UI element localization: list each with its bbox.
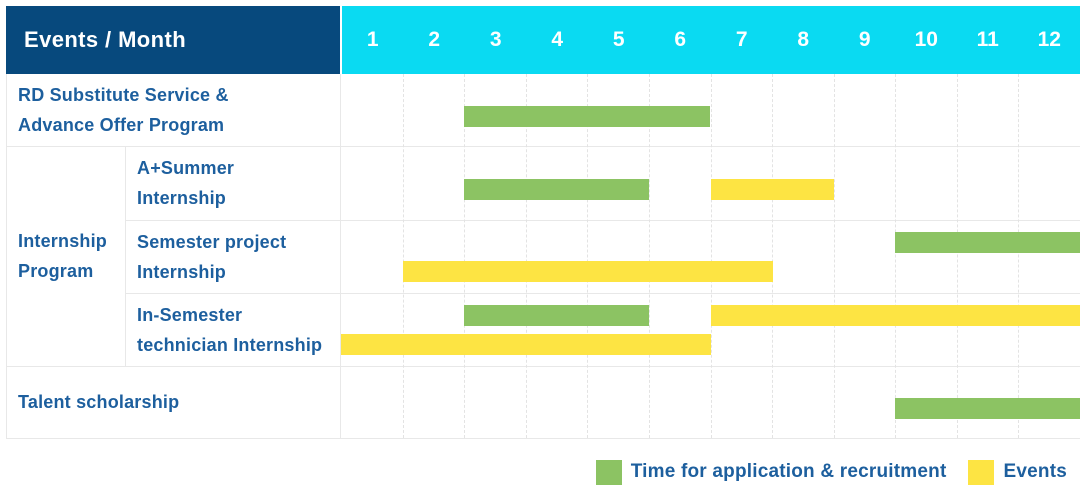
group-sublabel-divider <box>125 146 126 366</box>
legend-item-application: Time for application & recruitment <box>595 459 947 485</box>
legend-swatch-green <box>595 459 622 485</box>
gantt-bar-event <box>711 305 1080 326</box>
row-label-in-semester-technician: In-Semester technician Internship <box>137 304 323 355</box>
month-gridline <box>1018 74 1019 438</box>
legend-item-events: Events <box>968 459 1067 485</box>
month-header-cell: 7 <box>735 28 748 51</box>
row-label-semester-project: Semester project Internship <box>137 231 287 282</box>
month-header-cell: 11 <box>976 28 999 51</box>
month-gridline <box>895 74 896 438</box>
row-label-a-plus-summer: A+Summer Internship <box>137 158 235 208</box>
gantt-bar-event <box>341 334 711 355</box>
row-divider-1 <box>6 146 1080 147</box>
month-gridline <box>587 74 588 438</box>
month-header-cell: 5 <box>612 28 625 51</box>
month-gridline <box>834 74 835 438</box>
row-divider-4 <box>6 366 1080 367</box>
month-header-cell: 8 <box>797 28 810 51</box>
table-left-border <box>6 74 7 439</box>
gantt-bar-event <box>403 261 773 282</box>
month-header-cell: 1 <box>366 28 379 51</box>
group-label-internship-program: Internship Program <box>18 231 108 281</box>
month-header-cell: 10 <box>914 28 938 51</box>
row-divider-3 <box>125 293 1080 294</box>
row-divider-2 <box>125 220 1080 221</box>
row-label-rd-substitute: RD Substitute Service & Advance Offer Pr… <box>18 85 229 135</box>
month-header-row: 1 2 3 4 5 6 7 8 9 10 11 12 <box>342 6 1080 74</box>
row-label-talent-scholarship: Talent scholarship <box>18 392 180 412</box>
gantt-bar-application <box>895 398 1080 419</box>
table-bottom-border <box>6 438 1080 439</box>
month-gridline <box>526 74 527 438</box>
gantt-bar-event <box>711 179 834 200</box>
month-header-cell: 6 <box>674 28 687 51</box>
month-header-cell: 12 <box>1037 28 1061 51</box>
month-gridline <box>711 74 712 438</box>
gantt-bar-application <box>464 106 710 127</box>
gantt-bar-application <box>895 232 1080 253</box>
month-header-cell: 3 <box>489 28 502 51</box>
month-gridline <box>403 74 404 438</box>
month-header-cell: 4 <box>551 28 564 51</box>
month-gridline <box>957 74 958 438</box>
month-gridline <box>772 74 773 438</box>
events-month-header-cell: Events / Month <box>6 6 340 74</box>
month-header-cell: 9 <box>858 28 871 51</box>
legend-label-application: Time for application & recruitment <box>630 461 947 482</box>
month-gridline <box>649 74 650 438</box>
gantt-bar-application <box>464 179 649 200</box>
legend-label-events: Events <box>1003 461 1067 482</box>
month-gridline <box>464 74 465 438</box>
gantt-bar-application <box>464 305 649 326</box>
legend: Time for application & recruitment Event… <box>595 456 1067 488</box>
label-chart-divider <box>340 74 341 438</box>
month-header-cell: 2 <box>428 28 441 51</box>
legend-swatch-yellow <box>968 459 995 485</box>
events-month-title: Events / Month <box>24 27 187 52</box>
